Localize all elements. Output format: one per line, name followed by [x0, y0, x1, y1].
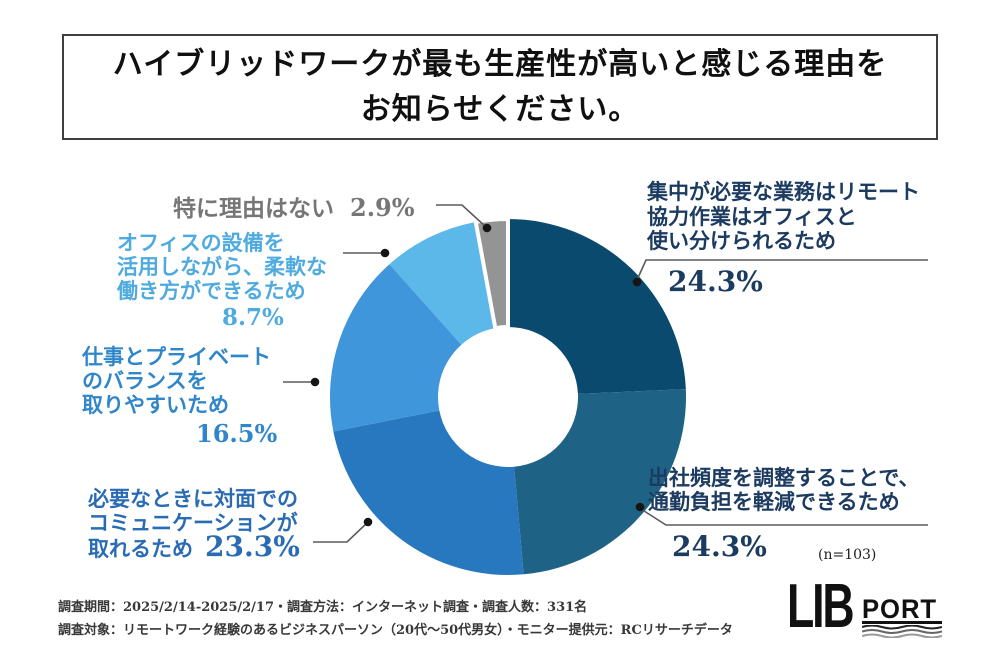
leader-dot: [482, 223, 492, 233]
callout-focus-line1: 集中が必要な業務はリモート: [647, 179, 920, 204]
donut-segment: [389, 221, 496, 345]
leader-line: [313, 522, 368, 543]
callout-balance-line2: のバランスを: [82, 368, 208, 393]
callout-facilities-line3: 働き方ができるため: [117, 278, 306, 303]
callout-facilities-line1: オフィスの設備を: [117, 230, 285, 255]
leader-dot: [632, 277, 642, 287]
callout-balance-line1: 仕事とプライベート: [82, 344, 271, 369]
sample-size-note: (n=103): [818, 547, 877, 563]
donut-segment: [473, 216, 510, 331]
callout-facilities-pct: 8.7%: [222, 304, 284, 331]
leader-dot: [363, 517, 373, 527]
callout-commute-line1: 出社頻度を調整することで、: [648, 465, 920, 490]
leader-dot: [635, 502, 645, 512]
callout-communication-line1: 必要なときに対面での: [88, 486, 298, 511]
leader-line: [436, 204, 487, 228]
callout-communication-line3: 取れるため: [88, 536, 193, 561]
donut-segment: [333, 410, 524, 575]
callout-commute: 出社頻度を調整することで、 通勤負担を軽減できるため: [648, 466, 920, 514]
callout-balance-line3: 取りやすいため: [82, 392, 229, 417]
footer-line-2: 調査対象：リモートワーク経験のあるビジネスパーソン（20代～50代男女）・モニタ…: [58, 623, 733, 638]
logo-underline-bar: [861, 621, 942, 624]
survey-method-footer: 調査期間：2025/2/14-2025/2/17・調査方法：インターネット調査・…: [58, 596, 733, 642]
callout-no-reason: 特に理由はない 2.9%: [173, 189, 415, 223]
callout-commute-line2: 通勤負担を軽減できるため: [648, 489, 900, 514]
logo-lib-text: LIB: [787, 572, 855, 641]
callout-communication: 必要なときに対面での コミュニケーションが 取れるため 23.3%: [88, 487, 300, 561]
libport-logo: LIB PORT: [787, 572, 942, 641]
leader-dot: [310, 377, 320, 387]
survey-question-title-box: ハイブリッドワークが最も生産性が高いと感じる理由を お知らせください。: [62, 34, 938, 140]
callout-facilities-line2: 活用しながら、柔軟な: [117, 254, 327, 279]
logo-port-block: PORT: [861, 581, 942, 638]
callout-balance-pct: 16.5%: [196, 419, 278, 448]
callout-communication-pct: 23.3%: [205, 530, 300, 563]
callout-balance: 仕事とプライベート のバランスを 取りやすいため: [82, 345, 271, 417]
callout-focus: 集中が必要な業務はリモート 協力作業はオフィスと 使い分けられるため: [647, 179, 920, 254]
donut-segment: [330, 264, 462, 432]
title-line-1: ハイブリッドワークが最も生産性が高いと感じる理由を: [112, 47, 888, 82]
title-line-2: お知らせください。: [360, 92, 640, 127]
callout-commute-pct: 24.3%: [672, 530, 767, 563]
callout-focus-line2: 協力作業はオフィスと: [647, 203, 857, 229]
callout-focus-line3: 使い分けられるため: [647, 228, 836, 253]
callout-no-reason-pct: 2.9%: [350, 193, 415, 222]
leader-dot: [380, 248, 390, 258]
footer-line-1: 調査期間：2025/2/14-2025/2/17・調査方法：インターネット調査・…: [58, 600, 588, 615]
callout-focus-pct: 24.3%: [668, 265, 763, 298]
callout-facilities: オフィスの設備を 活用しながら、柔軟な 働き方ができるため: [117, 231, 327, 303]
logo-waves-icon: [861, 625, 942, 638]
callout-communication-line2: コミュニケーションが: [88, 510, 298, 535]
logo-port-text: PORT: [861, 594, 937, 624]
callout-no-reason-label: 特に理由はない: [173, 195, 334, 222]
